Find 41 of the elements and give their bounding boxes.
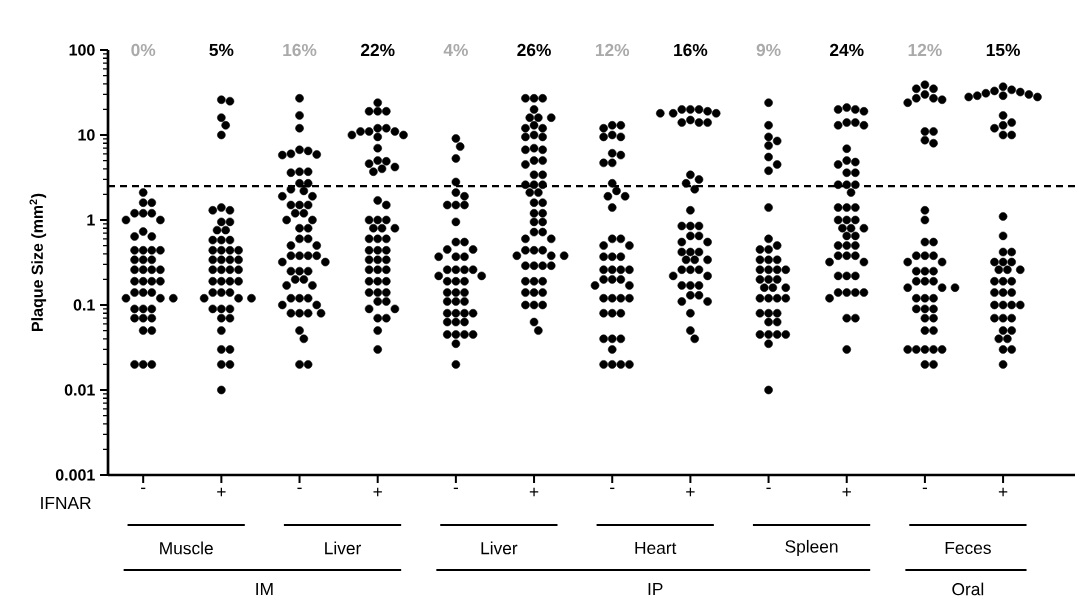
x-tick-label: +: [217, 487, 226, 497]
text: IFNAR: [41, 497, 91, 509]
text: Muscle: [160, 541, 213, 555]
x-tick-label: -: [610, 487, 615, 490]
annotation: 22%: [360, 43, 395, 57]
annotation: 26%: [517, 43, 551, 57]
x-tick-label: +: [373, 487, 382, 497]
y-tick-label: 0.01: [64, 384, 95, 396]
annotation: 16%: [674, 43, 708, 57]
annotation: 16%: [283, 43, 317, 57]
annotation: 5%: [209, 43, 234, 57]
text: Spleen: [785, 539, 838, 557]
text: Liver: [481, 541, 518, 555]
x-tick-label: -: [297, 487, 302, 490]
text: Oral: [952, 582, 984, 596]
x-tick-label: -: [766, 487, 771, 490]
y-tick-label: 10: [78, 129, 95, 141]
x-tick-label: -: [453, 487, 458, 490]
text: Liver: [325, 541, 362, 555]
text: Heart: [635, 541, 677, 555]
annotation: 12%: [595, 43, 630, 57]
y-tick-label: 100: [69, 44, 95, 56]
x-tick-label: +: [998, 487, 1008, 497]
y-axis-title: Plaque Size (mm$^{2}$): [29, 193, 47, 331]
text: IM: [256, 583, 273, 595]
annotation: 24%: [830, 43, 864, 57]
annotation: 15%: [986, 43, 1020, 57]
annotation: 9%: [756, 43, 781, 57]
text: Feces: [945, 541, 991, 555]
annotation: 4%: [443, 43, 468, 57]
x-tick-label: +: [686, 487, 695, 497]
annotation: 12%: [908, 43, 942, 57]
x-tick-label: +: [529, 487, 539, 497]
text: IP: [648, 583, 663, 595]
y-tick-label: 0.1: [73, 299, 95, 311]
y-tick-label: 0.001: [55, 469, 95, 481]
x-tick-label: -: [141, 487, 146, 490]
annotation: 0%: [131, 43, 156, 57]
x-tick-label: -: [922, 487, 928, 490]
y-tick-label: 1: [87, 214, 95, 226]
x-tick-label: +: [842, 487, 851, 497]
